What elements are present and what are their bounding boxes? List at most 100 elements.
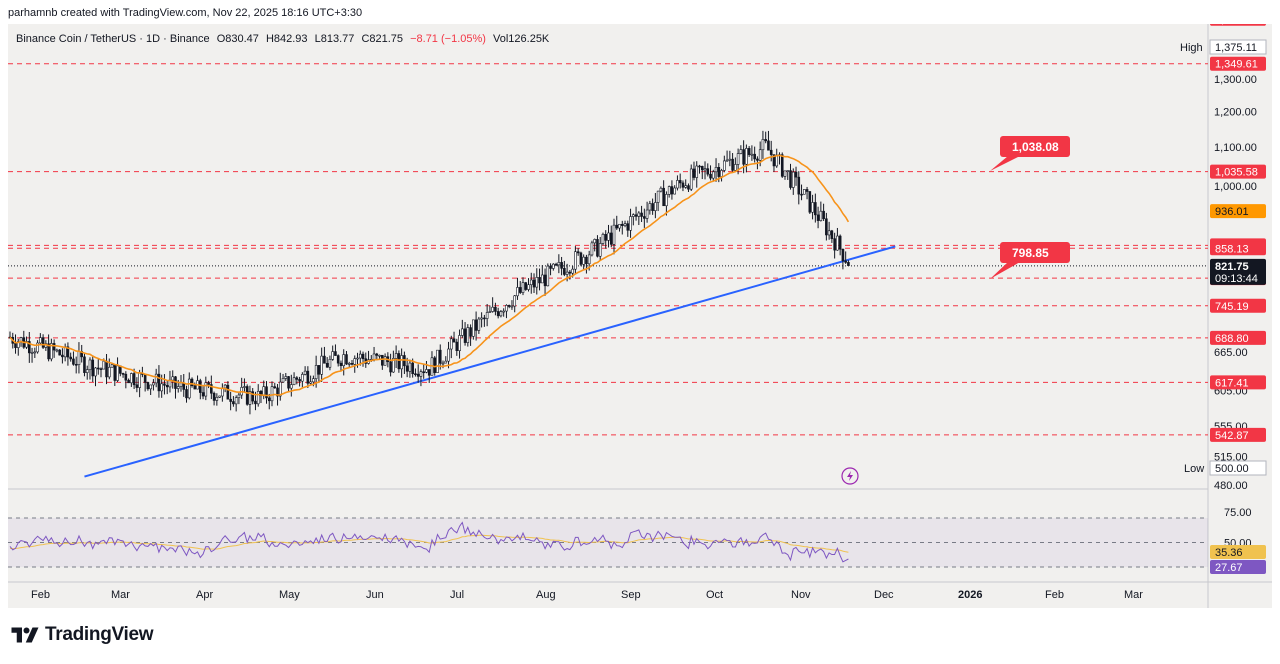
- candle-body: [521, 282, 525, 293]
- callout-pointer: [990, 156, 1020, 171]
- candle-body: [764, 139, 767, 142]
- candle-body: [270, 386, 274, 402]
- candle-body: [378, 354, 381, 357]
- level-price-label-bg: [1210, 298, 1266, 313]
- candle-body: [102, 360, 106, 370]
- candle-body: [516, 287, 519, 297]
- candle-body: [52, 343, 56, 351]
- candle-body: [830, 230, 834, 239]
- candle-body: [714, 167, 718, 173]
- candle-body: [276, 387, 279, 397]
- level-price-label-bg: [1210, 56, 1266, 71]
- candle-body: [772, 154, 776, 167]
- price-tick-label: 480.00: [1214, 480, 1248, 492]
- candle-body: [30, 352, 34, 354]
- candle-body: [138, 372, 141, 388]
- candle-body: [711, 171, 715, 179]
- candle-body: [535, 277, 539, 288]
- high-label: High: [1180, 42, 1203, 54]
- legend-close: C821.75: [361, 33, 404, 45]
- candle-body: [643, 216, 646, 219]
- level-price-label-bg: [1210, 330, 1266, 345]
- chart-area[interactable]: 1,300.00 1,200.00 1,100.00 1,000.00 665.00 60…: [8, 24, 1272, 608]
- candle-body: [681, 182, 685, 188]
- legend-high: H842.93: [265, 33, 308, 45]
- candle-body: [130, 373, 133, 384]
- candle-body: [66, 346, 70, 358]
- candle-body: [325, 362, 329, 368]
- candle-body: [618, 223, 621, 229]
- candle-body: [165, 385, 169, 388]
- candle-body: [237, 394, 241, 398]
- candle-body: [687, 185, 690, 190]
- candle-body: [405, 365, 409, 372]
- candle-body: [77, 351, 81, 365]
- trendline-layer: [84, 245, 896, 478]
- candle-body: [447, 348, 450, 362]
- candle-body: [229, 398, 232, 402]
- candle-body: [728, 158, 732, 161]
- candle-body: [723, 160, 726, 171]
- candle-body: [510, 305, 514, 308]
- candle-body: [248, 391, 252, 405]
- candle-body: [841, 248, 845, 262]
- candle-body: [320, 355, 323, 375]
- lightning-circle: [841, 467, 859, 485]
- candle-body: [800, 193, 803, 196]
- candle-body: [444, 360, 448, 364]
- price-chart[interactable]: 1,300.001,200.001,100.001,000.00665.0060…: [8, 24, 1272, 608]
- candle-body: [394, 353, 398, 359]
- candle-body: [251, 391, 255, 402]
- candle-body: [336, 355, 340, 364]
- candle-body: [94, 367, 97, 377]
- candle-body: [756, 158, 759, 161]
- lightning-icon: [841, 467, 859, 485]
- top-price-label-bg: [1210, 24, 1266, 26]
- candle-body: [414, 373, 417, 376]
- candle-body: [146, 382, 150, 390]
- legend-change: −8.71 (−1.05%): [410, 33, 486, 45]
- legend-symbol: Binance Coin / TetherUS · 1D · Binance: [16, 33, 210, 45]
- rsi-value-bg: [1210, 560, 1266, 574]
- time-tick-label: Mar: [111, 589, 130, 601]
- candle-body: [61, 354, 64, 358]
- candle-body: [427, 369, 431, 376]
- candle-body: [281, 378, 285, 383]
- candle-body: [290, 384, 293, 389]
- candle-body: [552, 263, 555, 269]
- time-tick-label: Dec: [874, 589, 894, 601]
- candle-body: [55, 349, 59, 352]
- candle-body: [549, 265, 552, 269]
- candle-body: [207, 382, 210, 385]
- rsi-tick-label: 75.00: [1224, 507, 1252, 519]
- candle-body: [596, 239, 599, 257]
- candle-body: [339, 362, 343, 367]
- candle-body: [607, 232, 610, 241]
- candle-body: [400, 355, 403, 370]
- candle-body: [612, 224, 616, 245]
- candle-body: [226, 384, 230, 400]
- candle-body: [488, 311, 492, 313]
- candle-body: [39, 337, 42, 344]
- candle-body: [609, 232, 613, 245]
- current-price-bg: [1210, 258, 1266, 285]
- candle-body: [265, 386, 268, 399]
- candle-body: [632, 214, 635, 217]
- candle-body: [295, 377, 299, 380]
- tradingview-logo[interactable]: TradingView: [11, 624, 154, 646]
- candle-body: [433, 357, 437, 373]
- candle-body: [808, 191, 812, 213]
- candle-body: [847, 262, 850, 266]
- candle-body: [532, 279, 536, 288]
- candle-body: [753, 153, 756, 160]
- level-price-label: 1,349.61: [1215, 59, 1258, 71]
- candle-body: [648, 203, 652, 211]
- candle-body: [816, 214, 820, 221]
- candle-body: [825, 218, 828, 236]
- candle-body: [419, 371, 423, 377]
- candle-body: [121, 373, 125, 375]
- candle-body: [292, 377, 296, 385]
- tradingview-logo-icon: [11, 627, 39, 643]
- candle-body: [684, 185, 688, 188]
- callouts-layer: 1,038.08 798.85: [841, 136, 1070, 485]
